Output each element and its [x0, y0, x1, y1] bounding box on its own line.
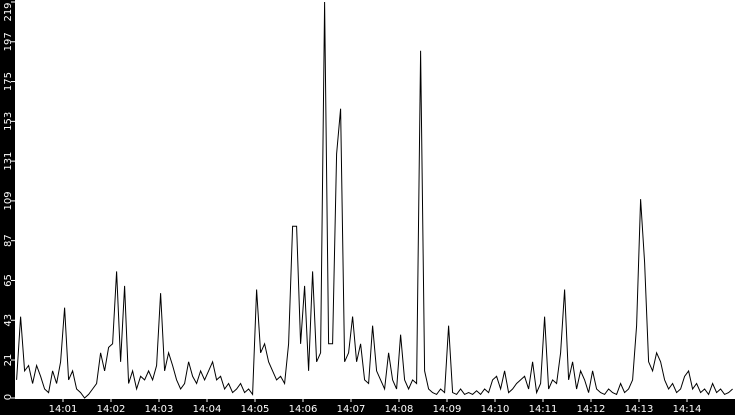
x-tick-label: 14:07 [337, 404, 366, 415]
y-tick-label: 131 [3, 152, 14, 171]
x-tick-label: 14:04 [193, 404, 222, 415]
y-tick-label: 65 [3, 274, 14, 287]
x-tick-label: 14:14 [673, 404, 702, 415]
x-tick-label: 14:06 [289, 404, 318, 415]
x-tick-label: 14:05 [241, 404, 270, 415]
x-tick-label: 14:10 [481, 404, 510, 415]
y-tick-label: 153 [3, 112, 14, 131]
x-tick-label: 14:12 [577, 404, 606, 415]
x-tick-label: 14:03 [145, 404, 174, 415]
x-tick-label: 14:08 [385, 404, 414, 415]
y-tick-label: 197 [3, 32, 14, 51]
y-tick-label: 109 [3, 191, 14, 210]
y-tick-label: 87 [3, 234, 14, 247]
y-tick-label: 21 [3, 354, 14, 367]
series-line [16, 1, 733, 399]
x-tick-label: 14:02 [97, 404, 126, 415]
plot-area [15, 0, 735, 399]
y-tick-label: 43 [3, 314, 14, 327]
y-tick-label: 175 [3, 72, 14, 91]
y-axis-strip [0, 0, 15, 415]
x-tick-label: 14:13 [625, 404, 654, 415]
x-tick-label: 14:01 [49, 404, 78, 415]
y-tick-label: 0 [3, 394, 14, 400]
x-tick-label: 14:11 [529, 404, 558, 415]
x-axis-strip [0, 399, 735, 415]
y-tick-label: 219 [3, 2, 14, 21]
x-tick-label: 14:09 [433, 404, 462, 415]
